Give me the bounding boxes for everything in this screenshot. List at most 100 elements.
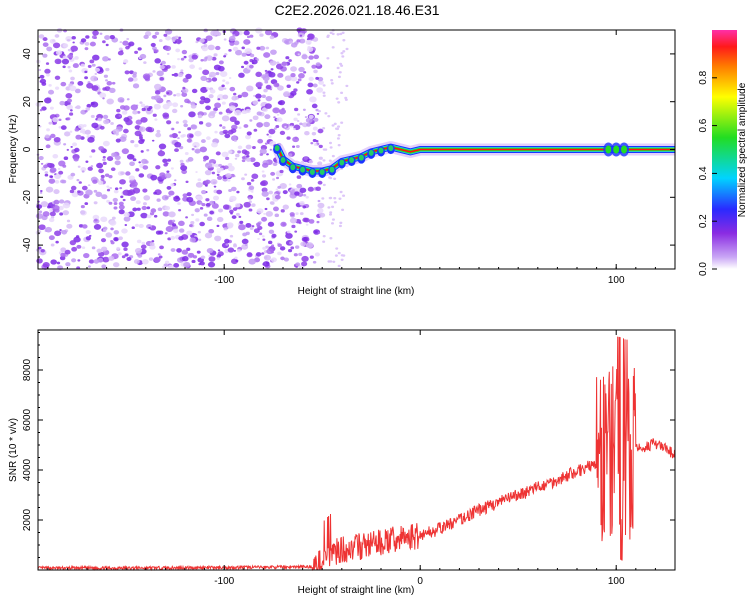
noise-speck — [123, 59, 129, 64]
noise-speck — [322, 183, 326, 187]
noise-speck — [175, 92, 181, 97]
noise-speck — [162, 112, 170, 118]
noise-speck — [138, 139, 145, 145]
noise-speck — [330, 222, 334, 225]
noise-speck — [336, 66, 340, 70]
noise-speck — [216, 189, 223, 195]
noise-speck — [152, 70, 156, 73]
noise-speck — [167, 158, 172, 162]
noise-speck — [166, 120, 172, 125]
noise-speck — [154, 49, 159, 53]
noise-speck — [306, 46, 314, 52]
noise-speck — [187, 157, 194, 162]
noise-speck — [283, 257, 289, 262]
noise-speck — [39, 78, 47, 84]
noise-speck — [66, 38, 71, 42]
noise-speck — [227, 178, 231, 182]
noise-speck — [242, 232, 248, 237]
noise-speck — [243, 39, 251, 45]
noise-speck — [283, 91, 291, 98]
noise-speck — [138, 173, 145, 178]
noise-speck — [79, 130, 83, 134]
noise-speck — [170, 167, 174, 170]
noise-speck — [146, 149, 150, 152]
noise-speck — [314, 230, 318, 234]
noise-speck — [39, 108, 43, 112]
noise-speck — [69, 176, 73, 179]
noise-speck — [338, 224, 342, 228]
noise-speck — [225, 156, 230, 161]
noise-speck — [119, 105, 126, 110]
noise-speck — [58, 118, 62, 122]
noise-speck — [241, 149, 248, 154]
noise-speck — [182, 193, 188, 198]
noise-speck — [243, 60, 249, 65]
noise-speck — [50, 243, 55, 247]
noise-speck — [119, 179, 126, 185]
noise-speck — [183, 261, 191, 268]
colorbar-label: Normalized spectral amplitude — [737, 82, 748, 217]
noise-speck — [290, 42, 298, 48]
noise-speck — [191, 54, 198, 60]
noise-speck — [251, 225, 255, 228]
track-blob — [309, 169, 315, 176]
noise-speck — [145, 126, 153, 133]
noise-speck — [322, 159, 326, 162]
figure-title: C2E2.2026.021.18.46.E31 — [274, 2, 439, 18]
noise-speck — [171, 73, 175, 76]
noise-speck — [164, 172, 172, 179]
noise-speck — [171, 39, 176, 43]
noise-speck — [152, 113, 157, 117]
noise-speck — [164, 232, 168, 235]
noise-speck — [44, 97, 52, 104]
noise-speck — [266, 197, 270, 201]
noise-speck — [105, 43, 109, 47]
noise-speck — [299, 212, 304, 216]
noise-speck — [239, 220, 244, 224]
noise-speck — [157, 253, 161, 256]
noise-speck — [98, 251, 105, 257]
noise-speck — [140, 244, 147, 250]
snr-y-tick-label: 4000 — [22, 458, 33, 481]
noise-speck — [173, 72, 179, 77]
noise-speck — [185, 216, 188, 219]
noise-speck — [308, 219, 315, 224]
noise-speck — [203, 213, 208, 217]
noise-speck — [174, 179, 177, 182]
noise-speck — [331, 218, 335, 221]
noise-speck — [277, 251, 282, 256]
noise-speck — [38, 34, 45, 39]
noise-speck — [299, 34, 303, 37]
noise-speck — [46, 162, 53, 168]
noise-speck — [155, 132, 162, 138]
noise-speck — [203, 44, 208, 48]
noise-speck — [214, 235, 222, 242]
noise-speck — [340, 64, 344, 67]
noise-speck — [178, 220, 185, 227]
noise-speck — [81, 246, 86, 250]
noise-speck — [59, 100, 65, 106]
noise-speck — [284, 125, 287, 128]
noise-speck — [121, 110, 128, 115]
noise-speck — [104, 35, 111, 40]
noise-speck — [296, 120, 300, 123]
noise-speck — [206, 163, 209, 166]
track-blob — [319, 169, 325, 176]
noise-speck — [140, 212, 148, 219]
noise-speck — [146, 214, 152, 219]
noise-speck — [150, 42, 156, 47]
noise-speck — [208, 94, 214, 99]
noise-speck — [71, 191, 79, 198]
noise-speck — [105, 232, 113, 238]
noise-speck — [274, 213, 280, 218]
noise-speck — [156, 70, 164, 77]
noise-speck — [94, 218, 98, 222]
noise-speck — [119, 187, 123, 190]
noise-speck — [216, 173, 220, 177]
noise-speck — [261, 191, 269, 197]
snr-x-ticks: -100 0 100 — [47, 330, 676, 587]
noise-speck — [116, 108, 121, 113]
noise-speck — [42, 37, 48, 42]
noise-speck — [211, 77, 218, 82]
noise-speck — [197, 230, 201, 234]
